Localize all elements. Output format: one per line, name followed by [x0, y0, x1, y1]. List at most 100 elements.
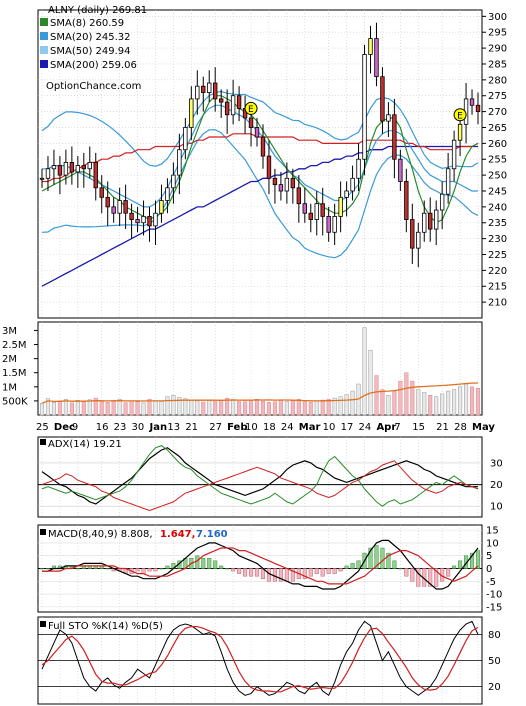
macd-histogram-bar [237, 568, 242, 574]
candle-body [260, 136, 266, 157]
bollinger-lower-line [41, 129, 479, 259]
candle-body [302, 203, 307, 214]
candle-body [195, 85, 200, 100]
volume-bar [111, 400, 116, 416]
macd-value-1: 1.647, [160, 529, 195, 540]
macd-histogram-bar [266, 568, 272, 582]
macd-histogram-bar [207, 558, 212, 569]
price-tick-label: 295 [488, 28, 507, 39]
volume-tick-label: 1.5M [2, 368, 27, 379]
candle-body [201, 85, 206, 93]
volume-bar [219, 400, 224, 416]
adx-tick-label: 10 [490, 502, 503, 513]
adx-line [41, 447, 478, 505]
macd-histogram-bar [147, 568, 152, 572]
chart-title: ALNY (daily) 269.81 [48, 5, 147, 16]
candle-body [457, 123, 463, 141]
volume-tick-label: 2M [2, 354, 17, 365]
volume-bar [248, 400, 254, 416]
legend-swatch [40, 46, 48, 54]
macd-histogram-bar [105, 568, 110, 570]
candle-body [153, 212, 158, 227]
volume-bar [452, 389, 457, 416]
price-tick-label: 230 [488, 234, 507, 245]
candle-body [386, 114, 391, 122]
volume-tick-label: 2.5M [2, 340, 27, 351]
macd-histogram-bar [350, 563, 355, 569]
volume-bar [380, 389, 385, 416]
x-axis-label: 24 [281, 422, 294, 433]
candle-body [416, 231, 421, 249]
volume-bar [213, 401, 218, 416]
volume-bar [464, 383, 469, 416]
candle-body [254, 127, 260, 138]
volume-tick-label: 1M [2, 382, 17, 393]
macd-histogram-bar [135, 568, 140, 572]
candle-body [428, 212, 433, 230]
x-axis-label: Apr [376, 422, 396, 433]
minus-di-line [41, 460, 479, 512]
macd-histogram-bar [254, 568, 260, 577]
price-tick-label: 260 [488, 139, 507, 150]
volume-bar [272, 401, 277, 416]
candle-body [165, 187, 170, 201]
macd-histogram-bar [243, 568, 248, 577]
earnings-marker-label: E [248, 105, 254, 115]
volume-bar [326, 398, 331, 416]
x-axis-label: 13 [167, 422, 180, 433]
macd-histogram-bar [284, 568, 289, 582]
candle-body [451, 139, 457, 170]
candle-body [159, 200, 164, 214]
x-axis-label: 24 [359, 422, 372, 433]
macd-histogram-bar [398, 568, 403, 570]
macd-histogram-bar [314, 568, 319, 574]
volume-bar [231, 399, 236, 416]
candle-body [362, 54, 367, 160]
macd-histogram-bar [458, 560, 463, 569]
legend-swatch [40, 32, 48, 40]
macd-histogram-bar [231, 568, 236, 572]
legend-swatch [40, 60, 48, 68]
macd-legend-swatch [40, 529, 46, 535]
x-axis-label: Mar [299, 422, 321, 433]
candle-body [308, 212, 313, 220]
x-axis-label: May [472, 422, 495, 433]
macd-histogram-bar [410, 568, 415, 582]
volume-bar [308, 402, 313, 416]
macd-histogram-bar [434, 568, 439, 587]
macd-histogram-bar [446, 568, 451, 577]
legend-swatch [40, 18, 48, 26]
macd-histogram-bar [356, 560, 361, 569]
candle-body [272, 177, 278, 186]
price-tick-label: 240 [488, 202, 507, 213]
candle-body [213, 82, 218, 100]
candle-body [475, 104, 481, 113]
bollinger-upper-line [41, 90, 479, 170]
volume-bar [141, 402, 146, 416]
candle-body [410, 219, 415, 249]
macd-signal-line [42, 547, 479, 585]
x-axis-label: Jan [148, 422, 167, 433]
volume-bar [416, 389, 421, 416]
candle-body [338, 196, 343, 217]
macd-value-2: 7.160 [196, 529, 228, 540]
sma8-line [41, 95, 479, 224]
volume-bar [177, 397, 182, 416]
x-axis-label: 25 [36, 422, 49, 433]
macd-histogram-bar [392, 560, 397, 569]
price-tick-label: 210 [488, 298, 507, 309]
candle-body [284, 177, 290, 192]
volume-bar [290, 400, 295, 416]
macd-histogram-bar [141, 568, 146, 574]
volume-bar [195, 400, 200, 416]
candle-body [469, 98, 475, 106]
macd-histogram-bar [39, 568, 45, 570]
adx-legend-swatch [40, 439, 46, 445]
volume-bar [105, 402, 110, 416]
candle-body [45, 168, 51, 179]
x-axis-label: 30 [132, 422, 145, 433]
volume-bar [207, 400, 212, 416]
sto-k-line [41, 620, 479, 697]
volume-bar [266, 402, 272, 416]
